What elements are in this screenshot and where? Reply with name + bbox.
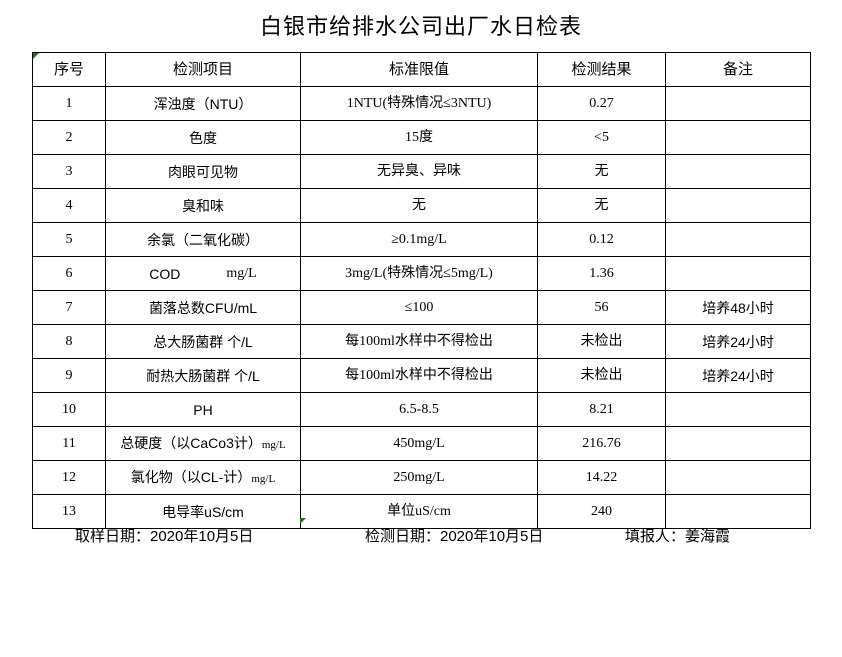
cell-standard-limit: 450mg/L — [300, 426, 538, 461]
cell-note — [665, 256, 811, 291]
cell-standard-limit: 1NTU(特殊情况≤3NTU) — [300, 86, 538, 121]
cell-result: 216.76 — [537, 426, 666, 461]
table-row: 9 耐热大肠菌群 个/L 每100ml水样中不得检出 未检出 培养24小时 — [32, 358, 811, 393]
cell-note — [665, 426, 811, 461]
cell-result: 0.12 — [537, 222, 666, 257]
cell-no: 8 — [32, 324, 106, 359]
cell-result: 1.36 — [537, 256, 666, 291]
cell-no: 9 — [32, 358, 106, 393]
table-row: 7 菌落总数CFU/mL ≤100 56 培养48小时 — [32, 290, 811, 325]
table-row: 5 余氯（二氧化碳） ≥0.1mg/L 0.12 — [32, 222, 811, 257]
cell-item: 余氯（二氧化碳） — [105, 222, 301, 257]
cell-standard-limit: 每100ml水样中不得检出 — [300, 324, 538, 359]
cell-result: 56 — [537, 290, 666, 325]
cell-no: 3 — [32, 154, 106, 189]
table-row: 11 总硬度（以CaCo3计）mg/L 450mg/L 216.76 — [32, 426, 811, 461]
table-row: 8 总大肠菌群 个/L 每100ml水样中不得检出 未检出 培养24小时 — [32, 324, 811, 359]
table-row: 1 浑浊度（NTU） 1NTU(特殊情况≤3NTU) 0.27 — [32, 86, 811, 121]
cell-standard-limit: ≤100 — [300, 290, 538, 325]
item-name: COD — [149, 265, 181, 282]
cell-item: 菌落总数CFU/mL — [105, 290, 301, 325]
cell-item: COD mg/L — [105, 256, 301, 291]
cell-standard-limit: 每100ml水样中不得检出 — [300, 358, 538, 393]
cell-standard-limit: ≥0.1mg/L — [300, 222, 538, 257]
sample-date-label: 取样日期：2020年10月5日 — [75, 528, 254, 545]
table-row: 12 氯化物（以CL-计）mg/L 250mg/L 14.22 — [32, 460, 811, 495]
cell-item: 色度 — [105, 120, 301, 155]
cell-no: 12 — [32, 460, 106, 495]
cell-standard-limit: 无 — [300, 188, 538, 223]
cell-result: 8.21 — [537, 392, 666, 427]
cell-item: 总硬度（以CaCo3计）mg/L — [105, 426, 301, 461]
cell-item: 电导率uS/cm — [105, 494, 301, 529]
page-title: 白银市给排水公司出厂水日检表 — [259, 14, 582, 39]
cell-standard-limit: 无异臭、异味 — [300, 154, 538, 189]
cell-no: 5 — [32, 222, 106, 257]
reporter-label: 填报人：姜海霞 — [625, 528, 731, 545]
table-row: 2 色度 15度 <5 — [32, 120, 811, 155]
item-unit: mg/L — [226, 265, 257, 281]
cell-note — [665, 188, 811, 223]
cell-result: 未检出 — [537, 324, 666, 359]
cell-note — [665, 86, 811, 121]
cell-item: 臭和味 — [105, 188, 301, 223]
cell-result: 未检出 — [537, 358, 666, 393]
cell-result: <5 — [537, 120, 666, 155]
cell-no: 11 — [32, 426, 106, 461]
cell-note: 培养24小时 — [665, 358, 811, 393]
footer: 取样日期：2020年10月5日 检测日期：2020年10月5日 填报人：姜海霞 — [32, 524, 810, 550]
water-quality-table: 序号 检测项目 标准限值 检测结果 备注 1 浑浊度（NTU） 1NTU(特殊情况≤… — [32, 52, 811, 529]
cell-item: 肉眼可见物 — [105, 154, 301, 189]
cell-no: 4 — [32, 188, 106, 223]
cell-note — [665, 154, 811, 189]
cell-note — [665, 222, 811, 257]
cell-no: 13 — [32, 494, 106, 529]
table-row: 10 PH 6.5-8.5 8.21 — [32, 392, 811, 427]
cell-standard-limit: 15度 — [300, 120, 538, 155]
cell-note — [665, 120, 811, 155]
cell-result: 0.27 — [537, 86, 666, 121]
cell-item: 氯化物（以CL-计）mg/L — [105, 460, 301, 495]
column-header-note: 备注 — [665, 52, 811, 87]
cell-item: 总大肠菌群 个/L — [105, 324, 301, 359]
table-header-row: 序号 检测项目 标准限值 检测结果 备注 — [32, 52, 811, 87]
cell-note: 培养48小时 — [665, 290, 811, 325]
test-date-label: 检测日期：2020年10月5日 — [365, 528, 544, 545]
cell-note — [665, 494, 811, 529]
column-header-no: 序号 — [32, 52, 106, 87]
table-row: 13 电导率uS/cm 单位uS/cm 240 — [32, 494, 811, 529]
item-name: 总硬度（以CaCo3计） — [120, 434, 262, 451]
cell-standard-limit: 6.5-8.5 — [300, 392, 538, 427]
column-header-item: 检测项目 — [105, 52, 301, 87]
column-header-result: 检测结果 — [537, 52, 666, 87]
cell-result: 无 — [537, 154, 666, 189]
cell-standard-limit: 250mg/L — [300, 460, 538, 495]
item-unit: mg/L — [251, 472, 276, 485]
column-header-std: 标准限值 — [300, 52, 538, 87]
cell-no: 10 — [32, 392, 106, 427]
cell-no: 7 — [32, 290, 106, 325]
cell-no: 1 — [32, 86, 106, 121]
cell-note — [665, 392, 811, 427]
cell-item: 浑浊度（NTU） — [105, 86, 301, 121]
cell-result: 240 — [537, 494, 666, 529]
cell-no: 6 — [32, 256, 106, 291]
cell-no: 2 — [32, 120, 106, 155]
table-row: 6 COD mg/L 3mg/L(特殊情况≤5mg/L) 1.36 — [32, 256, 811, 291]
table-row: 4 臭和味无无 — [32, 188, 811, 223]
table-row: 3 肉眼可见物 无异臭、异味无 — [32, 154, 811, 189]
cell-item: 耐热大肠菌群 个/L — [105, 358, 301, 393]
table-body: 1 浑浊度（NTU） 1NTU(特殊情况≤3NTU) 0.27 2 色度 15度 <5 3 肉眼可… — [32, 86, 811, 529]
item-unit: mg/L — [261, 438, 286, 451]
table-header: 序号 检测项目 标准限值 检测结果 备注 — [32, 52, 811, 87]
cell-result: 无 — [537, 188, 666, 223]
item-name: 氯化物（以CL-计） — [130, 468, 252, 485]
cell-note: 培养24小时 — [665, 324, 811, 359]
cell-note — [665, 460, 811, 495]
cell-result: 14.22 — [537, 460, 666, 495]
cell-standard-limit: 3mg/L(特殊情况≤5mg/L) — [300, 256, 538, 291]
cell-item: PH — [105, 392, 301, 427]
